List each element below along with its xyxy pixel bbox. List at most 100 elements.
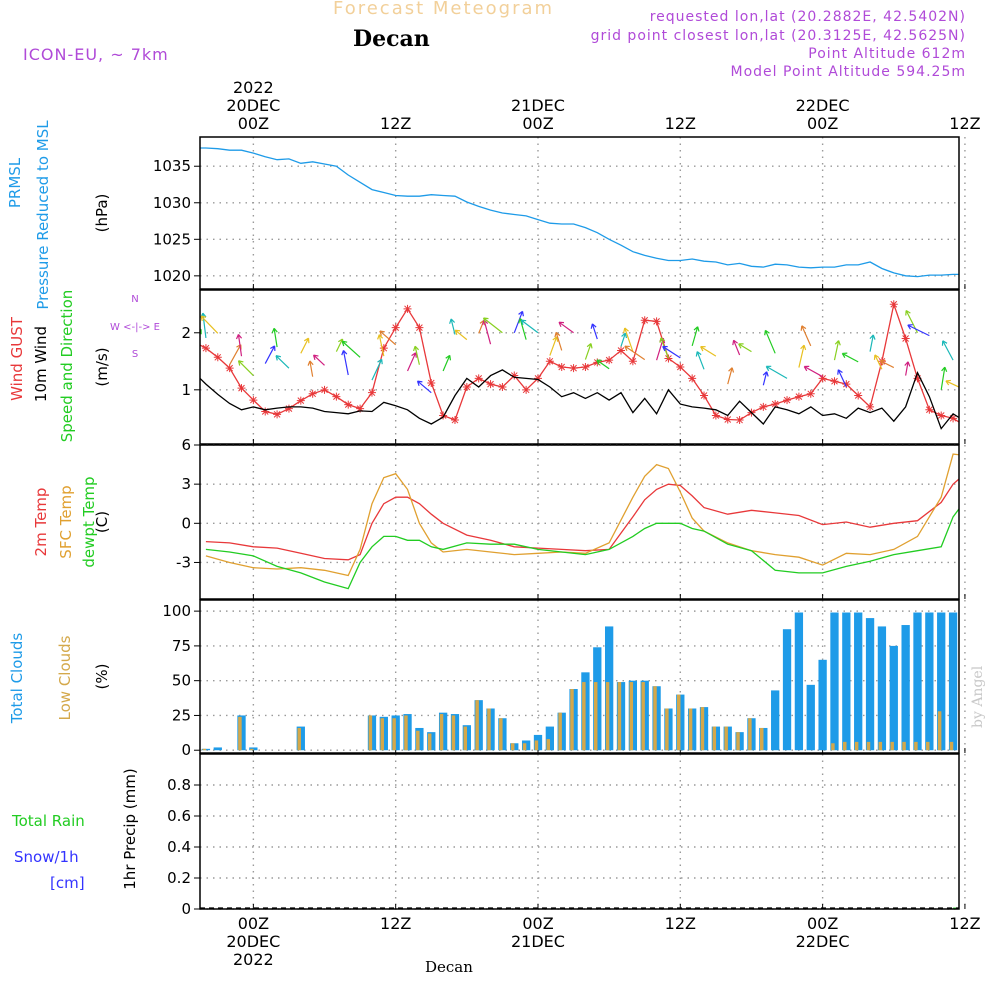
wind-arrow: [732, 339, 741, 356]
cloud-bar-low: [191, 713, 194, 751]
cloud-bar-low: [937, 711, 942, 751]
panel-title-wind: Wind GUST: [8, 316, 26, 401]
gust-marker: [379, 344, 388, 353]
bottom-time-label: 21DEC: [511, 932, 565, 951]
cloud-bar-total: [771, 690, 780, 751]
point-altitude: Point Altitude 612m: [808, 46, 966, 62]
gust-marker: [842, 380, 851, 389]
wind-arrow: [200, 315, 219, 334]
footer-site: Decan: [425, 958, 473, 976]
wind-arrow: [940, 366, 948, 390]
panel-unit-clouds: (%): [93, 664, 111, 690]
bottom-time-label: 2022: [233, 950, 274, 969]
panel-title-wind: 10m Wind: [32, 326, 50, 402]
cloud-bar-low: [748, 718, 752, 751]
cloud-bar-low: [522, 743, 527, 751]
gust-marker: [830, 377, 839, 386]
gust-marker: [462, 382, 471, 391]
y-tick-label: 0: [181, 900, 191, 918]
gust-marker: [498, 382, 507, 391]
wind-arrow: [335, 338, 344, 352]
panel-frame: [199, 136, 960, 290]
cloud-bar-low: [736, 732, 740, 751]
compass-south: S: [132, 349, 138, 360]
cloud-bar-low: [866, 741, 871, 751]
gust-marker: [961, 422, 969, 430]
cloud-bar-low: [914, 741, 918, 751]
bottom-time-label: 12Z: [949, 914, 980, 933]
bottom-time-label: 00Z: [238, 914, 269, 933]
cloud-bar-low: [605, 682, 610, 751]
gust-marker: [901, 334, 910, 343]
y-tick-label: 2: [181, 324, 191, 342]
cloud-bar-total: [794, 612, 804, 751]
cloud-bar-low: [665, 708, 669, 751]
wind-arrow: [869, 334, 876, 352]
gust-marker: [332, 392, 341, 401]
gust-marker: [403, 304, 412, 313]
model-altitude: Model Point Altitude 594.25m: [730, 64, 966, 80]
gust-marker: [415, 323, 424, 332]
y-tick-label: 0.6: [167, 807, 191, 825]
gust-marker: [806, 389, 815, 398]
wind-arrow: [596, 359, 610, 370]
cloud-bar-low: [902, 741, 906, 751]
gust-marker: [783, 396, 792, 405]
cloud-bar-low: [487, 708, 491, 751]
wind-arrow: [837, 369, 847, 388]
wind-arrow: [979, 336, 988, 353]
panel-clouds: 0 25 50 75 100 Total Clouds Low Clouds (%): [8, 599, 969, 759]
cloud-bar-low: [416, 730, 420, 751]
cloud-bar-low: [427, 733, 432, 751]
gust-marker: [296, 396, 305, 405]
cloud-bar-low: [831, 743, 835, 751]
y-tick-label: 3: [181, 475, 191, 493]
cloud-bar-total: [961, 693, 969, 750]
cloud-bar-low: [700, 707, 705, 751]
cloud-bar-low: [558, 712, 562, 751]
top-time-label: 22DEC: [796, 96, 850, 115]
requested-coords: requested lon,lat (20.2882E, 42.5402N): [649, 9, 966, 25]
bottom-time-label: 00Z: [522, 914, 553, 933]
data-clouds: [191, 612, 969, 751]
gust-marker: [866, 402, 875, 411]
cloud-bar-low: [202, 748, 207, 751]
cloud-bar-total: [830, 612, 839, 751]
bottom-time-label: 12Z: [380, 914, 411, 933]
gust-marker: [190, 338, 198, 346]
gust-marker: [510, 371, 519, 380]
wind-arrow: [454, 329, 468, 341]
cloud-bar-low: [759, 727, 764, 751]
y-tick-label: 25: [172, 706, 191, 724]
top-time-label: 00Z: [807, 114, 838, 133]
wind-arrow: [765, 365, 788, 379]
wind-arrow: [620, 332, 628, 347]
y-tick-label: 0.2: [167, 869, 191, 887]
gust-marker: [557, 363, 566, 371]
cloud-bar-low: [534, 740, 539, 751]
gust-marker: [711, 411, 720, 420]
cloud-bar-low: [653, 686, 657, 751]
gust-marker: [284, 404, 293, 413]
y-tick-label: 0.8: [167, 776, 191, 794]
gust-marker: [889, 300, 898, 309]
wind-arrow: [623, 327, 634, 352]
y-tick-label: 1030: [153, 194, 191, 212]
gust-marker: [225, 364, 234, 373]
y-tick-label: 0: [181, 514, 191, 532]
wind-arrow: [554, 331, 563, 351]
cloud-bar-low: [688, 708, 693, 751]
series-line-prmsl: [200, 147, 959, 278]
site-title: Decan: [353, 26, 430, 52]
gust-marker: [439, 411, 448, 420]
wind-arrow: [264, 345, 276, 364]
y-tick-label: 0.4: [167, 838, 191, 856]
bottom-time-label: 20DEC: [226, 932, 280, 951]
cloud-bar-total: [937, 612, 946, 751]
cloud-bar-low: [617, 682, 622, 751]
gust-marker: [581, 363, 590, 371]
gust-marker: [533, 374, 542, 383]
gust-marker: [308, 389, 317, 398]
wind-arrow: [275, 355, 290, 369]
